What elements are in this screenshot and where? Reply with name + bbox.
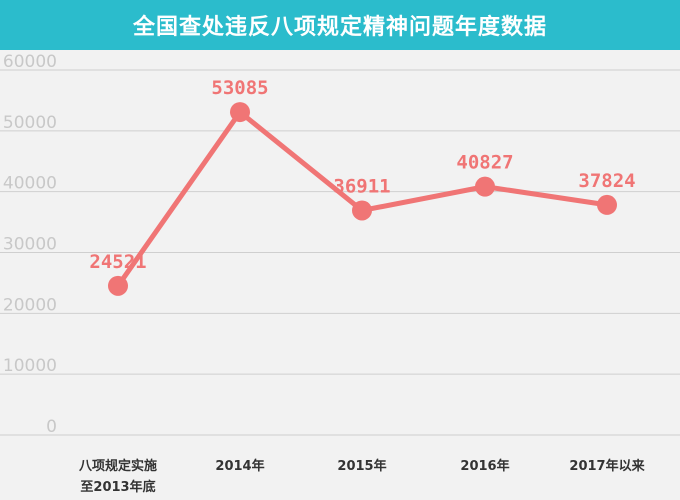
y-tick-label: 10000 xyxy=(3,356,57,376)
data-label: 36911 xyxy=(333,175,390,197)
x-tick-label: 2015年 xyxy=(337,458,386,474)
y-tick-label: 20000 xyxy=(3,295,57,315)
x-tick-label: 2017年以来 xyxy=(569,458,645,474)
data-labels: 24521 53085 36911 40827 37824 xyxy=(89,77,635,273)
y-axis-ticks: 0 10000 20000 30000 40000 50000 60000 xyxy=(3,52,57,437)
data-label: 40827 xyxy=(456,152,513,174)
chart-title-bar: 全国查处违反八项规定精神问题年度数据 xyxy=(0,0,680,50)
series-line xyxy=(115,109,610,289)
line-chart: 0 10000 20000 30000 40000 50000 60000 八项规定实施至2… xyxy=(0,52,680,495)
data-point xyxy=(230,102,250,123)
data-label: 24521 xyxy=(89,251,146,273)
x-tick-label: 2014年 xyxy=(215,458,264,474)
data-point xyxy=(475,176,495,197)
data-point xyxy=(108,275,128,296)
y-tick-label: 60000 xyxy=(3,52,57,72)
data-point xyxy=(597,194,617,215)
chart-title: 全国查处违反八项规定精神问题年度数据 xyxy=(132,15,547,40)
x-tick-label: 八项规定实施 xyxy=(78,458,157,474)
x-tick-label: 2016年 xyxy=(460,458,509,474)
data-points xyxy=(108,102,617,296)
y-tick-label: 40000 xyxy=(3,174,57,194)
data-label: 37824 xyxy=(578,170,635,192)
chart-area: 0 10000 20000 30000 40000 50000 60000 八项规定实施 至2… xyxy=(0,50,680,500)
y-tick-label: 30000 xyxy=(3,235,57,255)
x-tick-label: 至2013年底 xyxy=(80,479,155,495)
data-label: 53085 xyxy=(211,77,268,99)
y-tick-label: 0 xyxy=(46,417,57,437)
series-polyline xyxy=(115,109,610,289)
y-tick-label: 50000 xyxy=(3,113,57,133)
data-point xyxy=(352,200,372,221)
